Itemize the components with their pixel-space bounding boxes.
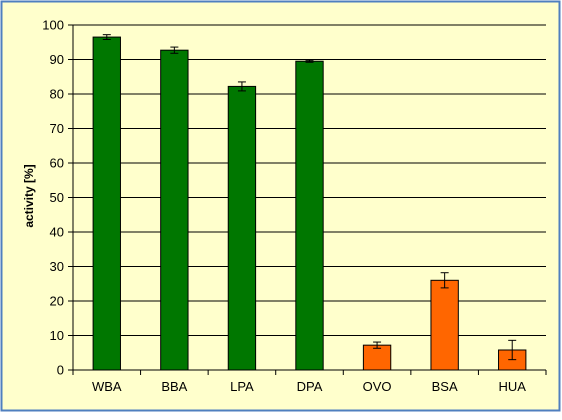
y-tick-label: 0 (57, 363, 64, 378)
x-tick-label: DPA (297, 379, 323, 394)
tick-labels: 0 10 20 30 40 50 60 70 80 90 100 WBA BBA LPA DPA OVO BSA… (42, 18, 526, 395)
bar-bba (160, 49, 189, 371)
x-tick-label: BBA (161, 379, 187, 394)
y-tick-label: 40 (50, 225, 64, 240)
y-tick-label: 30 (50, 259, 64, 274)
y-axis-label: activity [%] (22, 164, 36, 227)
x-tick-label: HUA (498, 379, 526, 394)
bar-wba (92, 36, 121, 371)
y-tick-label: 90 (50, 52, 64, 67)
bar-lpa (227, 85, 257, 371)
bars (92, 36, 527, 371)
x-tick-label: WBA (92, 379, 122, 394)
y-tick-label: 80 (50, 87, 64, 102)
y-tick-label: 10 (50, 328, 64, 343)
x-tick-label: OVO (363, 379, 392, 394)
chart-frame (0, 0, 561, 412)
error-bars (102, 34, 517, 361)
axes (68, 24, 547, 375)
y-tick-label: 70 (50, 121, 64, 136)
y-tick-label: 50 (50, 190, 64, 205)
y-tick-label: 100 (42, 18, 64, 33)
bar-bsa (430, 279, 459, 371)
y-tick-label: 60 (50, 156, 64, 171)
bar-ovo (362, 344, 392, 371)
x-tick-label: BSA (432, 379, 458, 394)
y-tick-label: 20 (50, 294, 64, 309)
x-tick-label: LPA (230, 379, 254, 394)
bar-dpa (295, 60, 324, 371)
